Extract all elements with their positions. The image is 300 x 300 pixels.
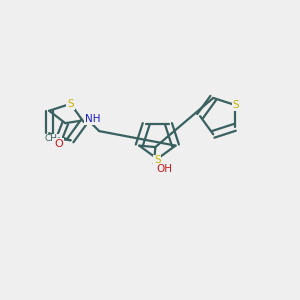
Text: CH₃: CH₃ — [44, 134, 61, 143]
Text: S: S — [67, 99, 74, 109]
Text: OH: OH — [157, 164, 173, 175]
Text: NH: NH — [85, 114, 100, 124]
Text: O: O — [55, 139, 63, 149]
Text: S: S — [154, 155, 161, 165]
Text: S: S — [233, 100, 239, 110]
